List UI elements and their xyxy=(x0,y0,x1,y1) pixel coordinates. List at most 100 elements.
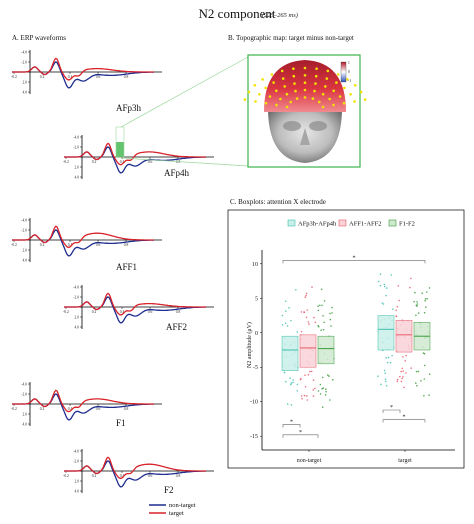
x-tick-target: target xyxy=(398,458,412,464)
data-point xyxy=(322,328,325,331)
erp-y-tick-label: 4.0 xyxy=(23,258,28,262)
data-point xyxy=(303,394,306,397)
electrode-dot xyxy=(270,73,274,76)
waveform-target xyxy=(64,456,206,480)
erp-y-tick-label: 2.0 xyxy=(23,248,28,252)
waveform-non-target xyxy=(12,61,154,89)
scalp xyxy=(264,60,346,112)
data-point xyxy=(401,367,404,370)
data-point xyxy=(423,352,426,355)
legend-label-afp: AFp3h-AFp4h xyxy=(298,221,337,228)
erp-plot-f2: -4.0 -2.0 2.0 4.0 -0.2 0.2 0.4 0.6 0.8 F2 xyxy=(63,449,214,495)
data-point xyxy=(398,299,401,302)
waveform-target xyxy=(12,389,154,413)
data-point xyxy=(425,306,427,308)
erp-x-tick-label: -0.2 xyxy=(63,474,69,478)
data-point xyxy=(292,381,294,384)
legend-label-target: target xyxy=(169,510,184,517)
nose xyxy=(300,128,310,145)
data-point xyxy=(391,354,393,357)
erp-y-tick-label: 4.0 xyxy=(75,325,80,329)
colorbar-mid: 0 xyxy=(348,70,350,74)
data-point xyxy=(290,404,293,406)
data-point xyxy=(329,318,332,321)
data-point xyxy=(306,309,309,311)
data-point xyxy=(311,286,313,288)
data-point xyxy=(426,298,429,300)
bracket-attention xyxy=(282,260,426,264)
erp-y-tick-label: -4.0 xyxy=(73,285,79,289)
erp-x-tick-label: -0.2 xyxy=(11,75,17,79)
data-point xyxy=(405,354,407,357)
waveform-target xyxy=(64,142,206,166)
data-point xyxy=(423,395,425,397)
legend-label-non-target: non-target xyxy=(169,502,196,509)
data-point xyxy=(304,374,306,377)
data-point xyxy=(417,370,420,373)
data-point xyxy=(396,380,399,383)
data-point xyxy=(384,378,387,381)
data-point xyxy=(310,370,313,373)
electrode-dot xyxy=(285,92,289,96)
erp-x-tick-label: -0.2 xyxy=(11,407,17,411)
data-point xyxy=(314,321,317,324)
erp-y-tick-label: -4.0 xyxy=(21,382,27,386)
erp-y-tick-label: -4.0 xyxy=(21,50,27,54)
data-point xyxy=(317,309,320,312)
data-point xyxy=(281,324,284,326)
data-point xyxy=(305,316,308,319)
panel-c-title: C. Boxplots: attention X electrode xyxy=(230,198,326,206)
erp-y-tick-label: 2.0 xyxy=(75,315,80,319)
data-point xyxy=(424,298,427,300)
electrode-dot xyxy=(313,89,316,93)
electrode-dot xyxy=(289,100,293,104)
data-point xyxy=(423,311,426,314)
erp-y-tick-label: 2.0 xyxy=(23,412,28,416)
data-point xyxy=(306,395,308,397)
electrode-dot xyxy=(303,74,307,77)
colorbar-max: 1 xyxy=(348,61,350,65)
legend-label-f: F1-F2 xyxy=(399,221,415,228)
erp-y-tick-label: -2.0 xyxy=(73,459,79,463)
erp-y-tick-label: 4.0 xyxy=(23,422,28,426)
data-point xyxy=(428,394,430,396)
data-point xyxy=(385,287,388,289)
electrode-dot xyxy=(349,93,352,96)
electrode-dot xyxy=(275,103,278,107)
erp-x-tick-label: 0.2 xyxy=(40,75,45,79)
electrode-dot xyxy=(253,84,257,87)
data-point xyxy=(305,294,307,297)
data-point xyxy=(312,395,315,397)
data-point xyxy=(304,386,307,388)
boxplot-y-tick-label: 0 xyxy=(255,331,258,337)
electrode-label: AFF2 xyxy=(166,322,187,332)
data-point xyxy=(321,304,323,307)
erp-waveforms: -4.0-2.02.04.0-0.2 0.2 0.4 0.6 0.8AFp3h-4.0-… xyxy=(11,50,214,517)
erp-x-tick-label: 0.2 xyxy=(40,243,45,247)
data-point xyxy=(290,383,292,386)
erp-x-tick-label: 0.8 xyxy=(176,310,181,314)
data-point xyxy=(285,380,287,383)
data-point xyxy=(319,304,321,307)
data-point xyxy=(416,384,418,387)
data-point xyxy=(402,370,405,372)
erp-y-tick-label: 4.0 xyxy=(23,90,28,94)
data-point xyxy=(382,303,385,305)
data-point xyxy=(380,383,382,386)
data-point xyxy=(327,374,329,376)
data-point xyxy=(324,394,327,396)
data-point xyxy=(320,329,322,332)
electrode-dot xyxy=(243,98,247,101)
waveform-target xyxy=(12,57,154,81)
electrode-label: AFp4h xyxy=(164,168,190,178)
data-point xyxy=(322,387,325,389)
data-point xyxy=(295,289,297,291)
data-point xyxy=(381,302,384,304)
data-point xyxy=(284,300,287,303)
data-point xyxy=(385,385,388,387)
data-point xyxy=(286,325,289,327)
data-point xyxy=(323,321,326,324)
panel-b-title: B. Topographic map: target minus non-tar… xyxy=(228,34,354,42)
